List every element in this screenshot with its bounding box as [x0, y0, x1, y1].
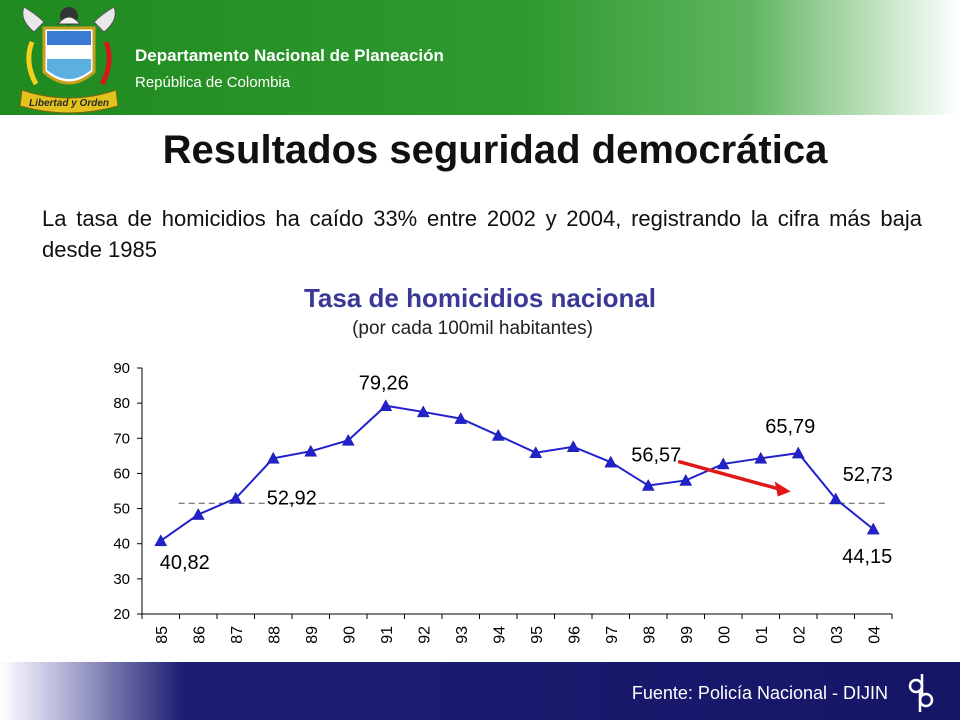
slide-title: Resultados seguridad democrática: [162, 128, 828, 172]
chart-subtitle: (por cada 100mil habitantes): [352, 318, 593, 339]
logo-motto: Libertad y Orden: [29, 98, 109, 109]
data-label: 56,57: [631, 444, 681, 466]
header-banner: Libertad y Orden Departamento Nacional d…: [0, 0, 960, 115]
y-tick-label: 80: [113, 395, 130, 412]
x-tick-label: 03: [829, 626, 846, 644]
x-tick-label: 86: [191, 626, 208, 644]
data-point-marker: [454, 412, 468, 424]
x-tick-label: 87: [229, 626, 246, 644]
intro-text: La tasa de homicidios ha caído 33% entre…: [42, 206, 922, 262]
data-point-marker: [791, 446, 805, 459]
footer-bar: Fuente: Policía Nacional - DIJIN: [0, 662, 960, 720]
data-point-marker: [491, 428, 505, 441]
source-text: Fuente: Policía Nacional - DIJIN: [631, 683, 888, 703]
data-point-marker: [679, 473, 693, 486]
data-point-marker: [229, 491, 243, 504]
trend-arrow-line: [677, 459, 782, 492]
data-point-marker: [416, 405, 430, 418]
y-tick-label: 20: [113, 606, 130, 623]
y-tick-label: 70: [113, 430, 130, 447]
coat-of-arms-logo: Libertad y Orden: [19, 6, 119, 114]
x-tick-label: 98: [641, 626, 658, 644]
org-name: Departamento Nacional de Planeación: [135, 46, 444, 65]
data-point-marker: [604, 455, 618, 468]
x-tick-label: 94: [491, 626, 508, 644]
x-tick-label: 89: [304, 626, 321, 644]
x-tick-label: 92: [416, 626, 433, 644]
data-point-marker: [866, 522, 880, 535]
data-point-marker: [641, 478, 655, 491]
x-tick-label: 96: [566, 626, 583, 644]
x-tick-label: 90: [341, 626, 358, 644]
y-tick-label: 50: [113, 501, 130, 518]
data-label: 52,92: [267, 487, 317, 509]
x-tick-label: 85: [154, 626, 171, 644]
data-point-marker: [379, 399, 393, 411]
data-point-marker: [566, 440, 580, 452]
x-tick-label: 02: [791, 626, 808, 644]
homicide-rate-chart: 20 30 40 50 60 70 80 90 85 86 87 88 89 90 91 92 93 94 95 96…: [113, 360, 893, 644]
data-point-marker: [829, 492, 843, 505]
data-point-marker: [304, 444, 318, 457]
x-tick-label: 00: [716, 626, 733, 644]
trend-arrow-head: [774, 481, 791, 497]
data-label: 52,73: [843, 464, 893, 486]
y-tick-label: 60: [113, 465, 130, 482]
data-point-marker: [754, 451, 768, 464]
data-label: 65,79: [765, 416, 815, 438]
data-point-marker: [191, 508, 205, 520]
x-tick-label: 93: [454, 626, 471, 644]
data-label: 44,15: [842, 546, 892, 568]
data-point-marker: [154, 534, 168, 547]
y-tick-label: 40: [113, 536, 130, 553]
x-tick-label: 97: [604, 626, 621, 644]
data-label: 79,26: [359, 373, 409, 395]
y-tick-label: 90: [113, 360, 130, 377]
data-label: 40,82: [160, 552, 210, 574]
data-point-marker: [341, 433, 355, 446]
series-line: [160, 404, 874, 542]
x-tick-label: 04: [866, 626, 883, 644]
dnp-monogram-icon: [908, 674, 934, 712]
y-tick-label: 30: [113, 571, 130, 588]
x-tick-label: 99: [679, 626, 696, 644]
data-point-marker: [529, 446, 543, 458]
data-point-marker: [266, 451, 280, 464]
org-subtitle: República de Colombia: [135, 74, 291, 91]
data-point-marker: [716, 457, 730, 470]
x-tick-label: 91: [379, 626, 396, 644]
chart-title: Tasa de homicidios nacional: [303, 283, 657, 313]
x-tick-label: 95: [529, 626, 546, 644]
x-tick-label: 88: [266, 626, 283, 644]
x-tick-label: 01: [754, 626, 771, 644]
